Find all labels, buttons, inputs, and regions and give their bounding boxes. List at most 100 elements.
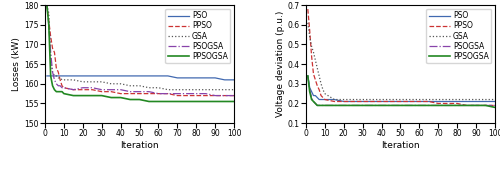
PPSO: [407, 100, 413, 102]
PPSO: [426, 100, 432, 102]
GSA: [322, 93, 328, 95]
PSOGSA: [98, 89, 104, 91]
PPSO: [322, 98, 328, 101]
PSOGSA: [318, 104, 324, 106]
PPSOGSA: [70, 95, 76, 97]
PSO: [454, 100, 460, 102]
PPSOGSA: [340, 104, 346, 106]
PPSOGSA: [316, 104, 322, 106]
PPSOGSA: [46, 24, 52, 26]
PSOGSA: [492, 104, 498, 106]
PSOGSA: [350, 104, 356, 106]
PSOGSA: [136, 91, 142, 93]
PSOGSA: [320, 104, 326, 106]
PSOGSA: [174, 93, 180, 95]
PPSOGSA: [184, 101, 190, 103]
GSA: [184, 89, 190, 91]
PSO: [165, 75, 171, 77]
PSO: [70, 75, 76, 77]
GSA: [398, 98, 404, 101]
GSA: [46, 12, 52, 14]
GSA: [310, 51, 316, 53]
Legend: PSO, PPSO, GSA, PSOGSA, PPSOGSA: PSO, PPSO, GSA, PSOGSA, PPSOGSA: [166, 9, 230, 63]
PPSOGSA: [127, 98, 133, 101]
PPSO: [54, 67, 60, 69]
PPSO: [184, 95, 190, 97]
GSA: [59, 79, 65, 81]
PSO: [136, 75, 142, 77]
PPSO: [308, 55, 314, 57]
PSO: [407, 100, 413, 102]
PPSO: [310, 73, 316, 75]
PSO: [127, 75, 133, 77]
PPSOGSA: [165, 101, 171, 103]
GSA: [378, 98, 384, 101]
PSOGSA: [464, 104, 469, 106]
GSA: [306, 36, 312, 38]
PPSO: [108, 91, 114, 93]
GSA: [360, 98, 366, 101]
GSA: [146, 87, 152, 89]
GSA: [444, 98, 450, 101]
PPSOGSA: [194, 101, 200, 103]
PSOGSA: [322, 104, 328, 106]
PSO: [444, 100, 450, 102]
PSOGSA: [369, 104, 375, 106]
PPSO: [146, 93, 152, 95]
PSOGSA: [388, 104, 394, 106]
PSO: [322, 98, 328, 101]
PPSOGSA: [52, 89, 58, 91]
PSO: [52, 75, 58, 77]
PPSO: [194, 95, 200, 97]
PSOGSA: [426, 104, 432, 106]
GSA: [388, 98, 394, 101]
PPSOGSA: [54, 91, 60, 93]
PPSOGSA: [146, 101, 152, 103]
PSOGSA: [80, 87, 86, 89]
PPSOGSA: [231, 101, 237, 103]
PSOGSA: [108, 89, 114, 91]
PSO: [312, 95, 318, 97]
PSOGSA: [312, 102, 318, 104]
PPSO: [57, 79, 63, 81]
PSOGSA: [48, 51, 54, 53]
PPSO: [98, 91, 104, 93]
GSA: [318, 83, 324, 85]
PSOGSA: [416, 104, 422, 106]
PPSOGSA: [310, 100, 316, 102]
PSO: [473, 100, 479, 102]
GSA: [305, 22, 311, 24]
PSO: [314, 96, 320, 98]
PSOGSA: [340, 104, 346, 106]
PSO: [54, 75, 60, 77]
PPSO: [492, 104, 498, 106]
PPSOGSA: [55, 91, 61, 93]
GSA: [48, 59, 54, 61]
PPSOGSA: [305, 75, 311, 77]
PPSO: [165, 93, 171, 95]
PSOGSA: [127, 91, 133, 93]
PPSO: [70, 89, 76, 91]
PSO: [44, 75, 50, 77]
PPSO: [398, 100, 404, 102]
PPSOGSA: [482, 104, 488, 106]
PSO: [340, 100, 346, 102]
PPSOGSA: [407, 104, 413, 106]
PSO: [90, 75, 96, 77]
PPSOGSA: [318, 104, 324, 106]
GSA: [52, 75, 58, 77]
X-axis label: Iteration: Iteration: [120, 141, 159, 150]
PSOGSA: [436, 104, 442, 106]
PSO: [318, 98, 324, 101]
GSA: [350, 98, 356, 101]
GSA: [54, 75, 60, 77]
PPSOGSA: [320, 104, 326, 106]
PPSO: [231, 95, 237, 97]
GSA: [55, 77, 61, 79]
PSOGSA: [44, 4, 50, 6]
GSA: [108, 83, 114, 85]
PSO: [464, 100, 469, 102]
PSO: [156, 75, 162, 77]
Line: GSA: GSA: [47, 5, 234, 90]
PPSO: [436, 102, 442, 104]
